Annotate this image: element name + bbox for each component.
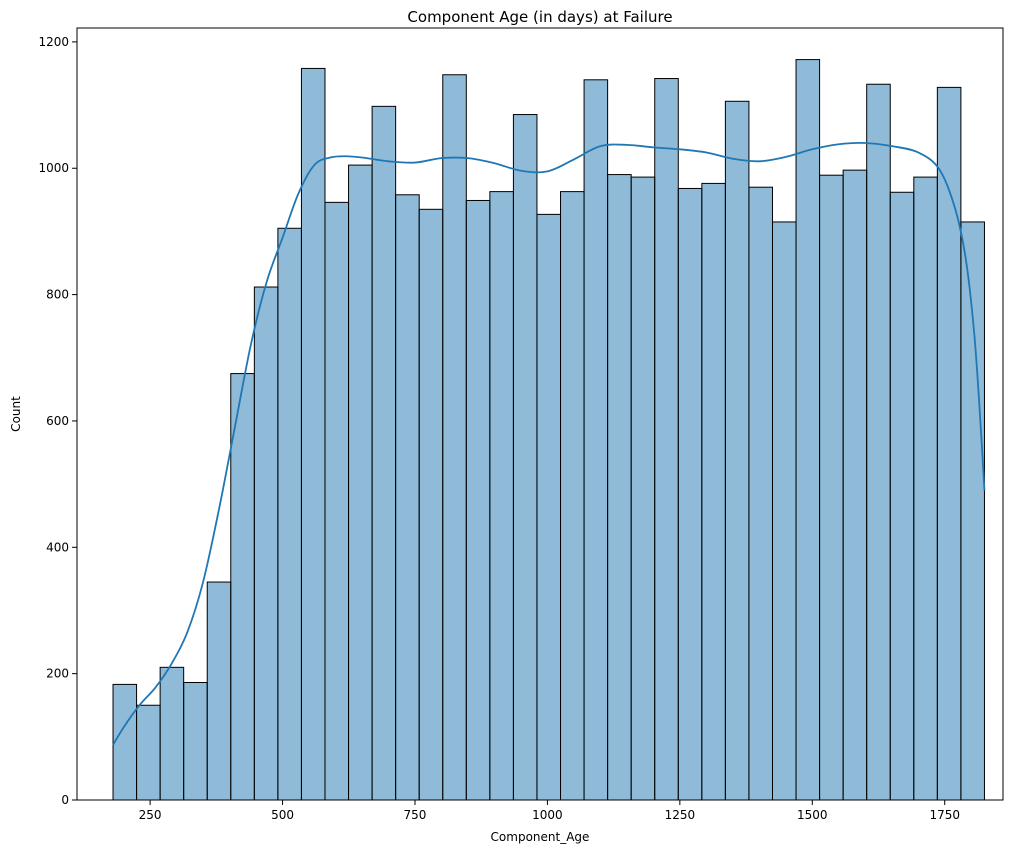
histogram-bar <box>866 83 891 801</box>
histogram-bar <box>913 176 938 801</box>
histogram-bar <box>253 286 279 801</box>
histogram-bar <box>748 186 773 801</box>
histogram-bar <box>112 683 138 801</box>
x-tick-label: 250 <box>139 808 162 822</box>
histogram-bar <box>889 191 915 801</box>
chart-title: Component Age (in days) at Failure <box>407 8 672 26</box>
histogram-bar <box>795 59 821 801</box>
histogram-bar <box>677 187 703 801</box>
histogram-bar <box>418 208 444 801</box>
x-axis-label: Component_Age <box>491 830 590 844</box>
histogram-bar <box>560 191 585 801</box>
plot-frame <box>76 27 1004 801</box>
histogram-bar <box>630 176 656 801</box>
bars-group <box>112 59 985 801</box>
histogram-bar <box>206 581 232 801</box>
histogram-bar <box>442 74 467 801</box>
y-tick-label: 1200 <box>38 35 69 49</box>
x-tick-label: 1250 <box>665 808 696 822</box>
x-tick-label: 1000 <box>532 808 563 822</box>
y-tick-label: 800 <box>46 288 69 302</box>
histogram-bar <box>512 114 538 801</box>
histogram-bar <box>936 86 962 801</box>
y-tick-label: 200 <box>46 667 69 681</box>
histogram-bar <box>324 201 350 801</box>
x-tick-label: 1500 <box>797 808 828 822</box>
histogram-bar <box>395 194 420 801</box>
x-tick-label: 1750 <box>929 808 960 822</box>
histogram-bar <box>489 191 514 801</box>
histogram-bar <box>371 105 397 801</box>
histogram-bar <box>348 164 373 801</box>
y-tick-label: 600 <box>46 414 69 428</box>
x-tick-label: 500 <box>271 808 294 822</box>
histogram-bar <box>230 373 255 801</box>
y-tick-label: 400 <box>46 540 69 554</box>
histogram-bar <box>159 666 185 801</box>
histogram-bar <box>583 79 609 801</box>
histogram-bar <box>819 174 844 801</box>
histogram-bar <box>701 182 726 801</box>
y-tick-label: 0 <box>61 793 69 807</box>
histogram-bar <box>842 169 868 801</box>
histogram-bar <box>771 221 797 801</box>
y-axis-ticks: 0 200 400 600 800 1000 1200 <box>38 35 77 807</box>
histogram-bar <box>465 199 491 801</box>
histogram-bar <box>607 174 632 801</box>
x-axis-ticks: 250 500 750 1000 1250 1500 1750 <box>139 800 960 822</box>
histogram-bar <box>183 681 208 801</box>
histogram-bar <box>724 100 750 801</box>
histogram-bar <box>277 227 302 801</box>
y-axis-label: Count <box>9 396 23 432</box>
x-tick-label: 750 <box>404 808 427 822</box>
kde-curve-line <box>112 141 986 746</box>
histogram-bar <box>136 704 161 801</box>
histogram-bar <box>654 78 679 801</box>
y-tick-label: 1000 <box>38 161 69 175</box>
histogram-bar <box>536 213 562 801</box>
